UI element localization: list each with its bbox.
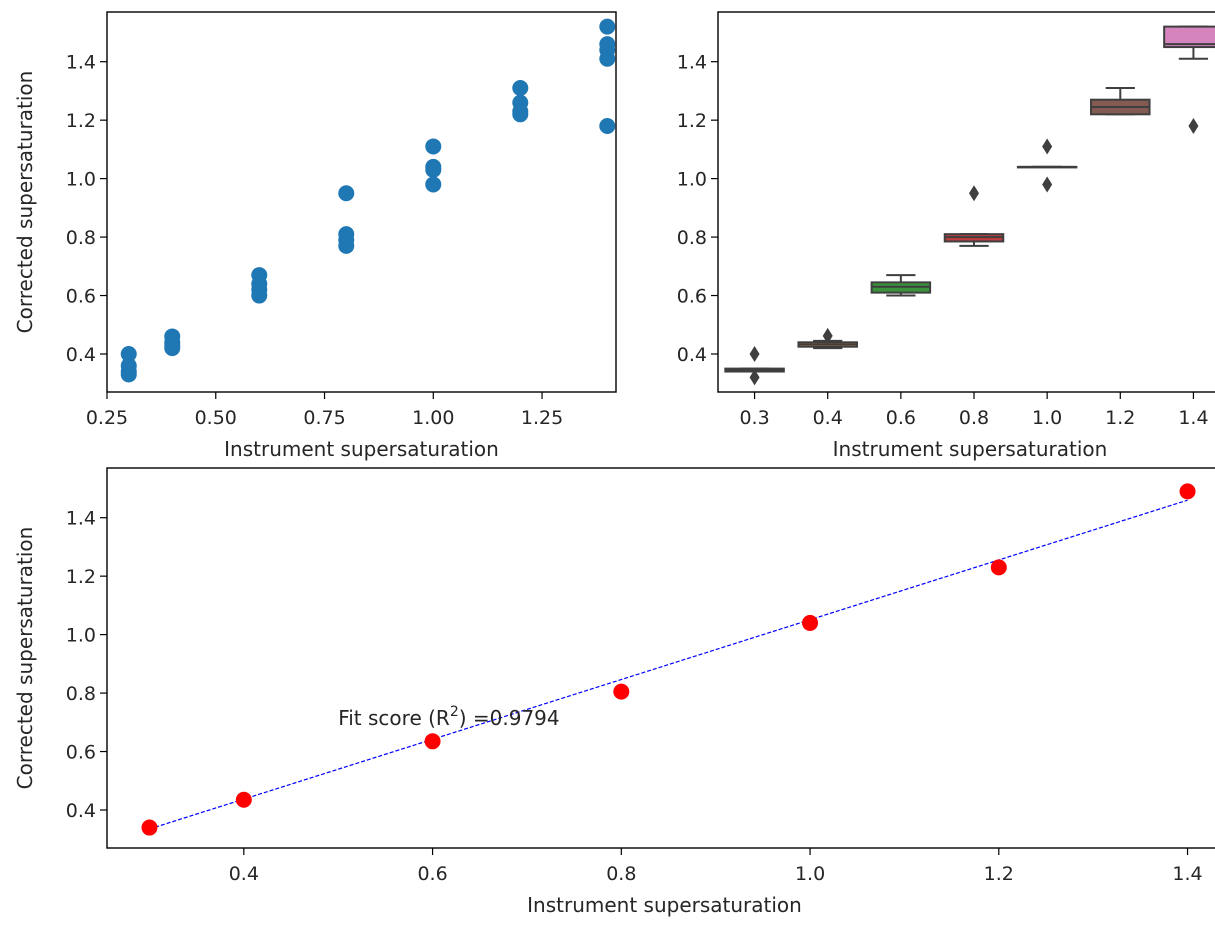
mean-point [141, 819, 158, 836]
scatter-point [425, 161, 442, 178]
scatter-point [599, 50, 616, 67]
x-tick-label: 0.8 [959, 407, 989, 429]
x-tick-label: 0.25 [86, 407, 128, 429]
y-tick-label: 1.0 [66, 169, 96, 191]
x-tick-label: 0.75 [303, 407, 345, 429]
scatter-point [251, 287, 268, 304]
x-axis-label: Instrument supersaturation [833, 437, 1108, 461]
y-tick-label: 1.4 [677, 52, 707, 74]
x-axis-label: Instrument supersaturation [527, 893, 802, 917]
box-body [1163, 25, 1215, 49]
y-tick-label: 0.4 [677, 344, 707, 366]
x-axis-label: Instrument supersaturation [224, 437, 499, 461]
fit-score-suffix: ) =0.9794 [459, 706, 560, 730]
y-axis-label: Corrected supersaturation [13, 527, 37, 790]
mean-point [424, 733, 441, 750]
y-tick-label: 1.2 [677, 110, 707, 132]
x-tick-label: 1.00 [412, 407, 454, 429]
y-tick-label: 0.8 [66, 227, 96, 249]
fit-score-prefix: Fit score (R [338, 706, 450, 730]
y-tick-label: 1.2 [66, 566, 96, 588]
box-outlier [969, 185, 979, 202]
y-tick-label: 0.6 [677, 286, 707, 308]
x-tick-label: 0.3 [739, 407, 769, 429]
scatter-point [338, 185, 355, 202]
axes-frame [717, 11, 1215, 393]
mean-point [613, 683, 630, 700]
fit-score-superscript: 2 [450, 704, 459, 720]
y-tick-label: 0.4 [66, 800, 96, 822]
mean-point [1179, 483, 1196, 500]
x-tick-label: 1.25 [521, 407, 563, 429]
box-outlier [822, 327, 833, 344]
scatter-point [425, 138, 442, 155]
boxplot-panel: 0.4 0.6 0.8 1.0 1.2 1.4 0.3 0.4 0.6 0.8 1.0 1.2 1.4 I… [677, 11, 1215, 461]
x-tick-label: 1.4 [1172, 863, 1202, 885]
axes-frame [106, 11, 617, 393]
y-tick-label: 1.0 [677, 169, 707, 191]
x-tick-label: 0.4 [229, 863, 259, 885]
x-tick-label: 1.2 [984, 863, 1014, 885]
y-tick-label: 0.8 [677, 227, 707, 249]
scatter-point [599, 118, 616, 134]
mean-point [990, 559, 1007, 576]
x-tick-label: 0.4 [813, 407, 843, 429]
x-tick-label: 1.2 [1105, 407, 1135, 429]
scatter-point [512, 106, 529, 123]
scatter-point [338, 237, 355, 254]
scatter-point [425, 176, 442, 193]
fit-score-annotation: Fit score (R2) =0.9794 [338, 704, 559, 730]
box-outlier [749, 346, 760, 362]
y-tick-label: 0.8 [66, 683, 96, 705]
axes-frame [106, 467, 1215, 849]
y-tick-label: 0.6 [66, 742, 96, 764]
scatter-point [120, 346, 137, 362]
box-outlier [749, 369, 760, 386]
fit-panel: Fit score (R2) =0.9794 0.4 0.6 0.8 1.0 1.2 1.4… [13, 467, 1215, 917]
box-outlier [1042, 138, 1053, 155]
x-tick-label: 1.0 [1032, 407, 1062, 429]
scatter-point [120, 366, 137, 383]
y-tick-label: 1.2 [66, 110, 96, 132]
mean-point [802, 614, 819, 631]
x-tick-label: 0.50 [195, 407, 237, 429]
x-tick-label: 0.6 [886, 407, 916, 429]
x-tick-label: 0.8 [606, 863, 636, 885]
x-tick-label: 1.4 [1178, 407, 1208, 429]
y-tick-label: 1.4 [66, 508, 96, 530]
mean-point [235, 791, 252, 808]
y-tick-label: 1.4 [66, 52, 96, 74]
x-tick-label: 1.0 [795, 863, 825, 885]
y-tick-label: 1.0 [66, 625, 96, 647]
scatter-point [164, 340, 181, 357]
scatter-point [599, 18, 616, 35]
fit-line [149, 499, 1188, 830]
x-tick-label: 0.6 [417, 863, 447, 885]
scatter-raw-panel: 0.4 0.6 0.8 1.0 1.2 1.4 Corrected supersaturat… [13, 11, 617, 461]
y-tick-label: 0.4 [66, 344, 96, 366]
box-outlier [1042, 176, 1053, 193]
box-outlier [1188, 118, 1199, 134]
y-axis-label: Corrected supersaturation [13, 71, 37, 334]
y-tick-label: 0.6 [66, 286, 96, 308]
scatter-point [512, 80, 529, 96]
